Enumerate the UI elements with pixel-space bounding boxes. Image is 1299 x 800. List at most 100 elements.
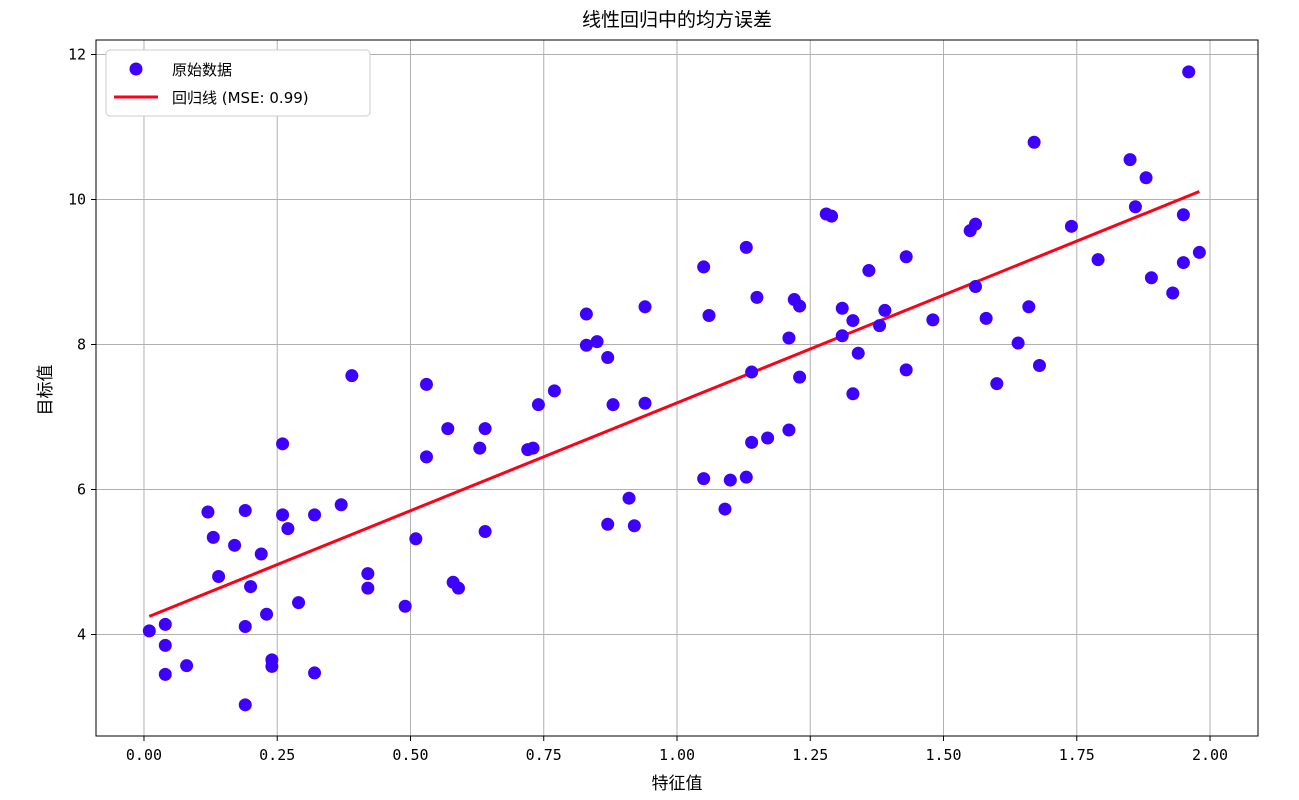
regression-line-layer: [148, 190, 1200, 618]
data-point: [990, 377, 1004, 391]
legend-scatter-label: 原始数据: [172, 61, 232, 79]
data-point: [158, 638, 172, 652]
x-tick-label: 0.75: [526, 746, 562, 764]
data-point: [782, 331, 796, 345]
data-point: [265, 659, 279, 673]
data-point: [1064, 219, 1078, 233]
legend: 原始数据 回归线 (MSE: 0.99): [105, 49, 371, 117]
data-point: [862, 264, 876, 278]
x-tick-label: 0.25: [259, 746, 295, 764]
data-point: [761, 431, 775, 445]
data-point: [601, 517, 615, 531]
data-point: [238, 504, 252, 518]
data-point: [1139, 171, 1153, 185]
data-point: [1166, 286, 1180, 300]
x-tick-label: 1.00: [659, 746, 695, 764]
data-point: [782, 423, 796, 437]
data-point: [878, 303, 892, 317]
data-point: [702, 309, 716, 322]
data-point: [398, 599, 412, 613]
data-point: [718, 502, 732, 516]
data-point: [531, 398, 545, 412]
data-point: [409, 532, 423, 546]
data-point: [419, 450, 433, 464]
data-point: [361, 567, 375, 581]
data-point: [622, 491, 636, 505]
data-point: [926, 313, 940, 327]
data-point: [723, 473, 737, 487]
data-point: [228, 538, 242, 552]
data-point: [638, 300, 652, 314]
data-point: [968, 217, 982, 231]
data-point: [180, 659, 194, 673]
x-tick-label: 0.00: [126, 746, 162, 764]
x-axis-label: 特征值: [652, 774, 703, 794]
data-point: [478, 525, 492, 539]
data-point: [260, 607, 274, 621]
data-point: [793, 299, 807, 313]
y-tick-label: 12: [68, 46, 86, 64]
legend-line-label: 回归线 (MSE: 0.99): [172, 89, 309, 107]
data-point: [281, 522, 295, 536]
y-tick-label: 4: [77, 626, 86, 644]
data-points-layer: [142, 65, 1206, 712]
data-point: [606, 398, 620, 412]
y-tick-label: 8: [77, 336, 86, 354]
data-point: [1192, 245, 1206, 259]
data-point: [158, 617, 172, 631]
data-point: [238, 620, 252, 634]
data-point: [1144, 271, 1158, 285]
data-point: [361, 581, 375, 595]
data-point: [697, 472, 711, 486]
legend-scatter-marker: [129, 62, 143, 76]
data-point: [478, 422, 492, 436]
data-point: [873, 319, 887, 333]
data-point: [697, 260, 711, 274]
data-point: [276, 508, 290, 522]
data-point: [1091, 253, 1105, 267]
data-point: [825, 209, 839, 223]
data-point: [473, 441, 487, 455]
plot-frame: [95, 39, 1259, 737]
data-point: [201, 505, 215, 519]
data-point: [745, 365, 759, 379]
data-point: [739, 240, 753, 254]
y-tick-label: 6: [77, 481, 86, 499]
data-point: [441, 422, 455, 436]
axis-ticks: 0.00 0.25 0.50 0.75 1.00 1.25 1.50 1.75 2.00 4 6 8 1…: [68, 46, 1228, 765]
data-point: [590, 335, 604, 349]
data-point: [158, 667, 172, 681]
data-point: [244, 580, 258, 594]
data-point: [899, 250, 913, 264]
legend-box: [105, 49, 371, 117]
data-point: [1011, 336, 1025, 350]
data-point: [1176, 208, 1190, 222]
data-point: [601, 351, 615, 365]
data-point: [292, 596, 306, 610]
data-point: [334, 498, 348, 512]
data-point: [968, 280, 982, 293]
data-point: [451, 581, 465, 595]
data-point: [142, 624, 156, 638]
data-point: [212, 570, 226, 583]
y-axis-label: 目标值: [36, 365, 56, 416]
data-point: [1123, 153, 1137, 167]
gridlines: [96, 40, 1258, 736]
data-point: [1176, 256, 1190, 270]
data-point: [745, 435, 759, 449]
chart-title: 线性回归中的均方误差: [582, 9, 772, 31]
regression-line: [148, 190, 1200, 618]
x-tick-label: 2.00: [1192, 746, 1228, 764]
data-point: [308, 666, 322, 680]
data-point: [1027, 135, 1041, 149]
data-point: [1182, 65, 1196, 79]
x-tick-label: 1.25: [792, 746, 828, 764]
data-point: [526, 441, 540, 455]
data-point: [627, 519, 641, 533]
data-point: [254, 547, 268, 561]
x-tick-label: 1.75: [1059, 746, 1095, 764]
data-point: [419, 377, 433, 391]
data-point: [345, 369, 359, 383]
